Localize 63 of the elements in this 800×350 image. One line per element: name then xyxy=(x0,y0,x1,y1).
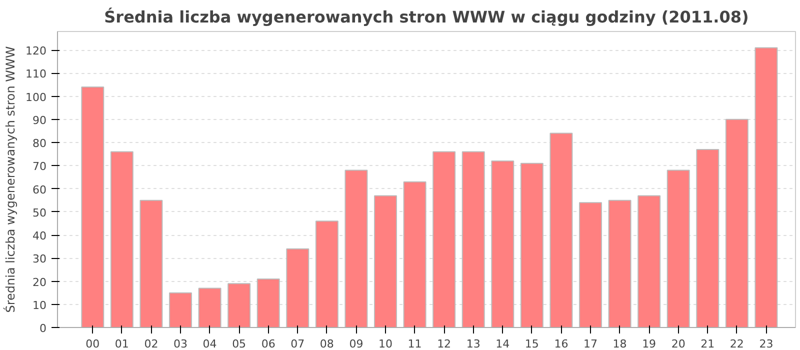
bar xyxy=(81,86,104,328)
bar xyxy=(110,151,134,328)
x-tick-label: 01 xyxy=(114,338,129,350)
y-tick-label: 80 xyxy=(32,137,47,150)
bar xyxy=(374,195,397,328)
y-tick-label: 20 xyxy=(32,276,47,289)
x-tick-label: 05 xyxy=(232,338,246,350)
x-tick-label: 11 xyxy=(408,338,422,350)
x-tick-label: 00 xyxy=(86,338,100,350)
y-tick-label: 0 xyxy=(40,322,46,335)
x-tick-label: 15 xyxy=(524,338,539,350)
x-tick-label: 12 xyxy=(437,338,452,350)
x-tick-label: 06 xyxy=(261,338,276,350)
bar xyxy=(140,200,163,328)
x-tick-label: 03 xyxy=(174,338,188,350)
bar xyxy=(228,283,251,328)
bar xyxy=(608,200,632,328)
bar xyxy=(666,170,690,328)
bar xyxy=(315,220,338,328)
x-tick-label: 23 xyxy=(759,338,774,350)
y-tick-label: 120 xyxy=(26,44,47,58)
bar xyxy=(286,248,310,328)
y-axis-title: Średnia liczba wygenerowanych stron WWW xyxy=(2,46,18,313)
bar xyxy=(520,162,544,328)
x-tick-label: 21 xyxy=(700,338,715,350)
bar xyxy=(550,132,573,328)
x-tick-label: 09 xyxy=(349,338,364,350)
x-tick-label: 04 xyxy=(202,338,217,350)
x-tick-label: 18 xyxy=(612,338,627,350)
x-tick-label: 22 xyxy=(730,338,744,350)
bar xyxy=(256,278,280,328)
bar xyxy=(344,170,368,328)
y-tick-label: 100 xyxy=(26,90,47,104)
x-tick-label: 17 xyxy=(584,338,598,350)
bar xyxy=(638,195,661,328)
bar xyxy=(403,181,426,328)
y-tick-label: 10 xyxy=(32,298,47,312)
x-tick-label: 13 xyxy=(466,338,480,350)
bar xyxy=(696,148,720,328)
bar xyxy=(491,160,514,328)
x-tick-label: 14 xyxy=(496,338,510,350)
x-tick-label: 20 xyxy=(671,338,686,350)
x-tick-label: 16 xyxy=(554,338,568,350)
bar xyxy=(579,202,602,328)
y-tick-label: 40 xyxy=(32,230,47,242)
x-tick-label: 07 xyxy=(290,338,305,350)
y-tick-label: 50 xyxy=(32,206,47,220)
x-tick-label: 10 xyxy=(378,338,392,350)
bar xyxy=(754,47,778,328)
x-tick-label: 08 xyxy=(320,338,334,350)
y-tick-label: 110 xyxy=(26,68,47,81)
bar xyxy=(462,151,485,328)
bar xyxy=(198,288,222,328)
x-tick-label: 02 xyxy=(144,338,158,350)
y-tick-label: 90 xyxy=(32,114,47,127)
x-tick-label: 19 xyxy=(642,338,656,350)
y-tick-label: 30 xyxy=(32,252,47,266)
y-tick-label: 70 xyxy=(32,160,47,174)
y-tick-label: 60 xyxy=(32,183,47,196)
bar xyxy=(725,118,748,328)
bar xyxy=(169,292,192,328)
chart-title: Średnia liczba wygenerowanych stron WWW w ciągu godziny (2011.08) xyxy=(104,8,749,26)
bar xyxy=(432,151,456,328)
